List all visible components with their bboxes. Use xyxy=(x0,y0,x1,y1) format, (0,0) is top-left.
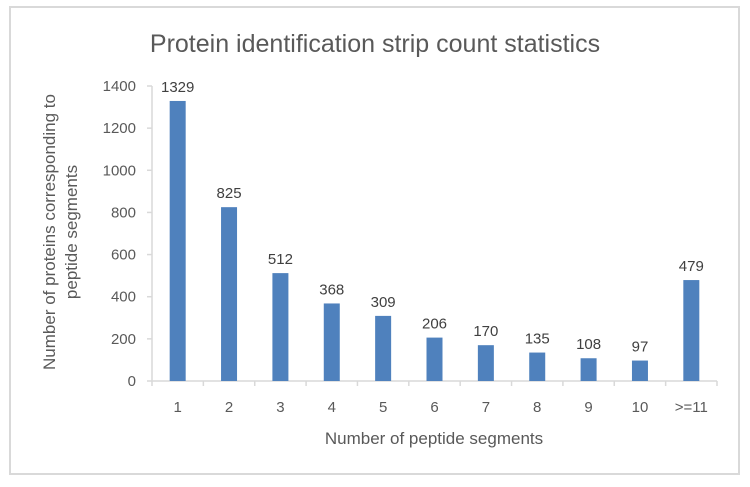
x-tick-label: 7 xyxy=(482,399,490,416)
data-label: 825 xyxy=(217,185,242,202)
data-label: 368 xyxy=(319,281,344,298)
y-tick-label: 1200 xyxy=(103,120,136,137)
y-tick-label: 200 xyxy=(111,331,136,348)
y-tick-label: 1000 xyxy=(103,162,136,179)
bar xyxy=(529,352,546,381)
chart-title: Protein identification strip count stati… xyxy=(150,30,600,58)
y-tick-label: 600 xyxy=(111,247,136,264)
data-label: 206 xyxy=(422,316,447,333)
x-tick-label: 4 xyxy=(328,399,336,416)
y-tick-label: 800 xyxy=(111,204,136,221)
x-tick-label: 9 xyxy=(584,399,592,416)
bar xyxy=(221,207,238,381)
bar xyxy=(477,345,494,381)
x-tick-label: >=11 xyxy=(675,399,708,416)
x-tick-label: 6 xyxy=(430,399,438,416)
x-axis-title: Number of peptide segments xyxy=(325,429,543,448)
x-tick-label: 10 xyxy=(632,399,649,416)
bar xyxy=(631,360,648,381)
data-label: 170 xyxy=(473,323,498,340)
chart-frame xyxy=(9,6,740,475)
y-axis-title-line-1: Number of proteins corresponding to xyxy=(40,94,59,370)
data-label: 1329 xyxy=(161,79,194,96)
data-label: 108 xyxy=(576,336,601,353)
y-axis-title-line-2: peptide segments xyxy=(62,165,81,299)
bar xyxy=(426,337,443,381)
x-tick-label: 8 xyxy=(533,399,541,416)
bar xyxy=(580,358,597,381)
y-tick-label: 1400 xyxy=(103,78,136,95)
y-tick-label: 0 xyxy=(128,373,136,390)
bar xyxy=(272,273,289,381)
bar xyxy=(375,315,392,381)
x-tick-label: 5 xyxy=(379,399,387,416)
bar xyxy=(323,303,340,381)
bar xyxy=(169,100,186,381)
data-label: 135 xyxy=(525,331,550,348)
data-label: 309 xyxy=(371,294,396,311)
x-tick-label: 3 xyxy=(276,399,284,416)
data-label: 479 xyxy=(679,258,704,275)
bar xyxy=(683,280,700,381)
x-tick-label: 1 xyxy=(174,399,182,416)
y-tick-label: 400 xyxy=(111,289,136,306)
x-tick-label: 2 xyxy=(225,399,233,416)
y-axis-title: Number of proteins corresponding to pept… xyxy=(40,94,81,370)
data-label: 512 xyxy=(268,251,293,268)
data-label: 97 xyxy=(632,339,649,356)
